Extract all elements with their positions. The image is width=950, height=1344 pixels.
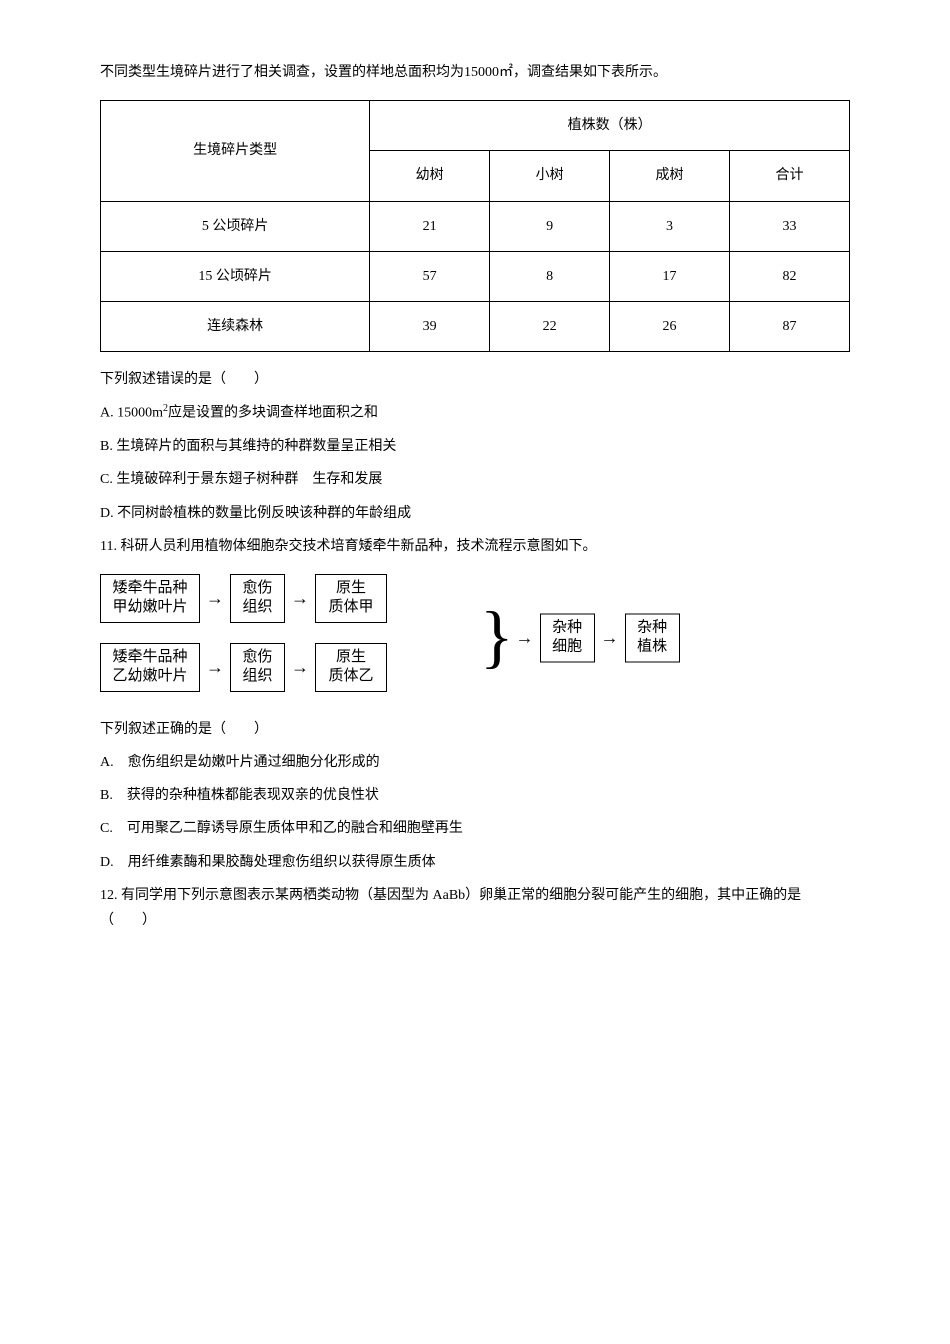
diagram-box-callus-b: 愈伤 组织 [230, 643, 285, 692]
q11-question: 下列叙述正确的是（ ） [100, 717, 850, 742]
table-row: 连续森林 39 22 26 87 [101, 301, 850, 351]
diagram-row-top: 矮牵牛品种 甲幼嫩叶片 → 愈伤 组织 → 原生 质体甲 [100, 574, 850, 623]
option-text-pre: A. 15000m [100, 406, 163, 421]
box-line: 组织 [237, 667, 278, 687]
bracket-icon: } [480, 617, 514, 659]
arrow-icon: → [204, 651, 226, 683]
table-cell: 连续森林 [101, 301, 370, 351]
q10-option-a: A. 15000m2应是设置的多块调查样地面积之和 [100, 400, 850, 426]
diagram-box-hybrid-plant: 杂种 植株 [625, 613, 680, 662]
box-line: 矮牵牛品种 [107, 648, 193, 668]
table-cell: 5 公顷碎片 [101, 201, 370, 251]
q10-option-c: C. 生境破碎利于景东翅子树种群 生存和发展 [100, 467, 850, 492]
box-line: 甲幼嫩叶片 [107, 598, 193, 618]
box-line: 原生 [322, 579, 380, 599]
table-cell: 39 [370, 301, 490, 351]
diagram-box-hybrid-cell: 杂种 细胞 [540, 613, 595, 662]
q11-option-c: C. 可用聚乙二醇诱导原生质体甲和乙的融合和细胞壁再生 [100, 816, 850, 841]
box-line: 矮牵牛品种 [107, 579, 193, 599]
table-cell: 15 公顷碎片 [101, 251, 370, 301]
table-subheader: 小树 [490, 151, 610, 201]
diagram-box-protoplast-b: 原生 质体乙 [315, 643, 387, 692]
data-table: 生境碎片类型 植株数（株） 幼树 小树 成树 合计 5 公顷碎片 21 9 3 … [100, 100, 850, 352]
table-cell: 57 [370, 251, 490, 301]
q11-option-a: A. 愈伤组织是幼嫩叶片通过细胞分化形成的 [100, 750, 850, 775]
table-cell: 21 [370, 201, 490, 251]
table-subheader: 合计 [730, 151, 850, 201]
table-cell: 9 [490, 201, 610, 251]
box-line: 乙幼嫩叶片 [107, 667, 193, 687]
arrow-icon: → [289, 582, 311, 614]
box-line: 质体甲 [322, 598, 380, 618]
diagram-box-species-b: 矮牵牛品种 乙幼嫩叶片 [100, 643, 200, 692]
table-cell: 22 [490, 301, 610, 351]
q10-option-b: B. 生境碎片的面积与其维持的种群数量呈正相关 [100, 434, 850, 459]
merge-flow: → 杂种 细胞 → 杂种 植株 [514, 613, 680, 662]
box-line: 质体乙 [322, 667, 380, 687]
flow-diagram: 矮牵牛品种 甲幼嫩叶片 → 愈伤 组织 → 原生 质体甲 矮牵牛品种 乙幼嫩叶片… [100, 574, 850, 702]
table-cell: 3 [610, 201, 730, 251]
q11-option-d: D. 用纤维素酶和果胶酶处理愈伤组织以获得原生质体 [100, 850, 850, 875]
box-line: 细胞 [547, 638, 588, 658]
box-line: 杂种 [632, 618, 673, 638]
table-cell: 82 [730, 251, 850, 301]
arrow-icon: → [514, 622, 536, 654]
table-subheader: 成树 [610, 151, 730, 201]
table-row: 15 公顷碎片 57 8 17 82 [101, 251, 850, 301]
table-header-main: 植株数（株） [370, 101, 850, 151]
box-line: 原生 [322, 648, 380, 668]
table-cell: 17 [610, 251, 730, 301]
q12-stem: 12. 有同学用下列示意图表示某两栖类动物（基因型为 AaBb）卵巢正常的细胞分… [100, 883, 850, 933]
diagram-box-callus-a: 愈伤 组织 [230, 574, 285, 623]
table-cell: 87 [730, 301, 850, 351]
table-row: 5 公顷碎片 21 9 3 33 [101, 201, 850, 251]
option-text-post: 应是设置的多块调查样地面积之和 [168, 406, 378, 421]
diagram-merge-section: } → 杂种 细胞 → 杂种 植株 [480, 613, 680, 662]
arrow-icon: → [204, 582, 226, 614]
q10-stem: 下列叙述错误的是（ ） [100, 367, 850, 392]
diagram-row-bottom: 矮牵牛品种 乙幼嫩叶片 → 愈伤 组织 → 原生 质体乙 [100, 643, 850, 692]
diagram-box-species-a: 矮牵牛品种 甲幼嫩叶片 [100, 574, 200, 623]
table-cell: 33 [730, 201, 850, 251]
q11-option-b: B. 获得的杂种植株都能表现双亲的优良性状 [100, 783, 850, 808]
intro-text: 不同类型生境碎片进行了相关调查，设置的样地总面积均为15000㎡，调查结果如下表… [100, 60, 850, 85]
table-header-rowlabel: 生境碎片类型 [101, 101, 370, 201]
box-line: 组织 [237, 598, 278, 618]
q11-stem: 11. 科研人员利用植物体细胞杂交技术培育矮牵牛新品种，技术流程示意图如下。 [100, 534, 850, 559]
box-line: 愈伤 [237, 648, 278, 668]
table-cell: 8 [490, 251, 610, 301]
table-cell: 26 [610, 301, 730, 351]
box-line: 愈伤 [237, 579, 278, 599]
box-line: 植株 [632, 638, 673, 658]
arrow-icon: → [599, 622, 621, 654]
box-line: 杂种 [547, 618, 588, 638]
table-subheader: 幼树 [370, 151, 490, 201]
q10-option-d: D. 不同树龄植株的数量比例反映该种群的年龄组成 [100, 501, 850, 526]
arrow-icon: → [289, 651, 311, 683]
diagram-box-protoplast-a: 原生 质体甲 [315, 574, 387, 623]
